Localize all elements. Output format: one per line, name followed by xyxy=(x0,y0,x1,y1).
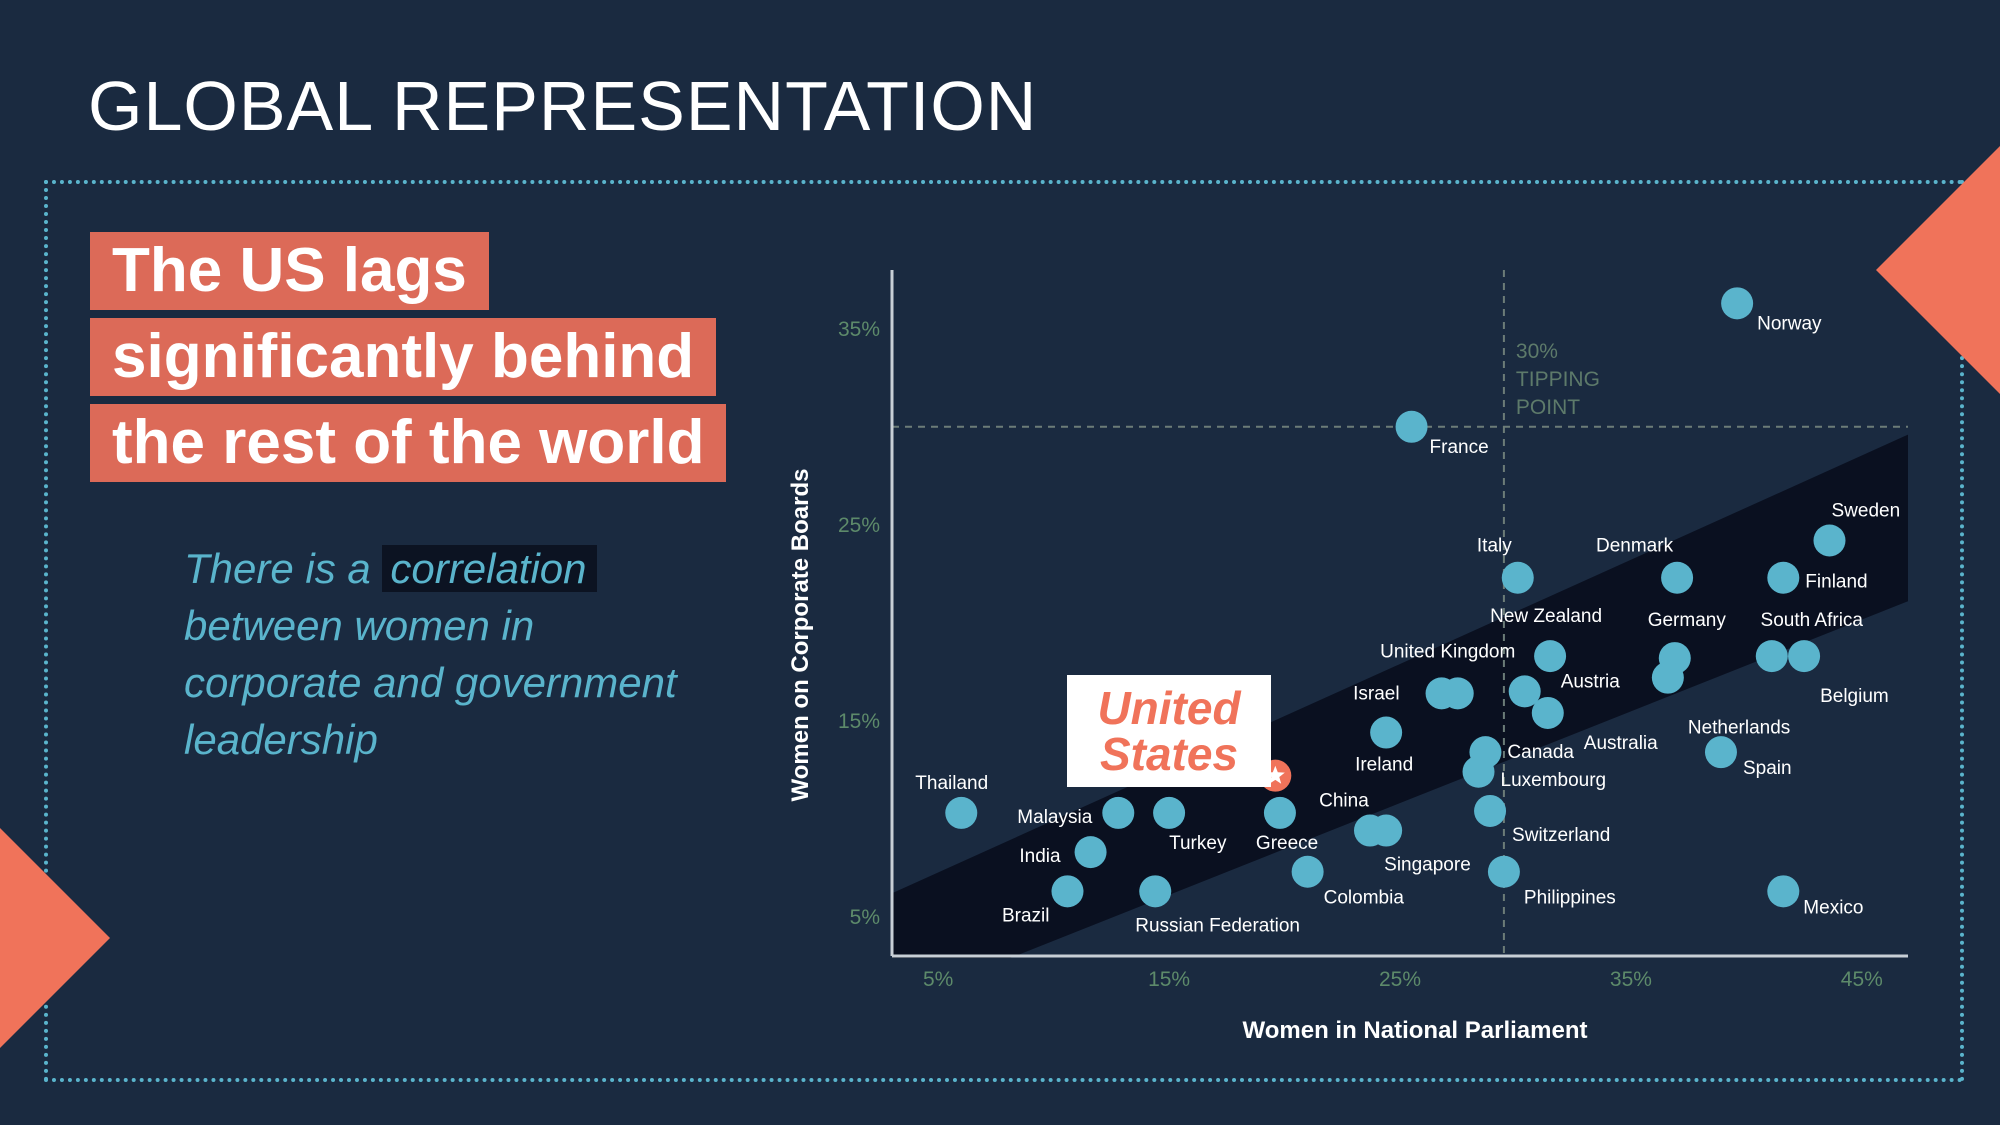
data-point xyxy=(1721,287,1754,320)
data-point-label: Sweden xyxy=(1831,500,1900,521)
decorative-triangle-right xyxy=(1876,146,2000,394)
data-point-label: Greece xyxy=(1256,833,1318,854)
data-point xyxy=(1291,855,1324,888)
data-point xyxy=(1425,677,1458,710)
dotted-frame xyxy=(44,180,1964,1082)
data-point xyxy=(1767,561,1800,594)
data-point-label: Italy xyxy=(1477,536,1512,557)
data-point-label: Canada xyxy=(1507,742,1574,763)
data-point-label: Finland xyxy=(1805,572,1867,593)
data-point-label: South Africa xyxy=(1761,610,1864,631)
data-point xyxy=(1474,794,1507,827)
x-axis-title: Women in National Parliament xyxy=(1243,1017,1588,1044)
headline-line-2: significantly behind xyxy=(90,318,717,396)
data-point xyxy=(1704,736,1737,769)
subtext-before: There is a xyxy=(184,545,383,592)
subtext-highlight: correlation xyxy=(382,545,597,592)
data-point xyxy=(1755,640,1788,673)
y-axis-title: Women on Corporate Boards xyxy=(787,469,814,802)
data-point-label: India xyxy=(1019,846,1061,867)
data-point xyxy=(945,796,978,829)
x-tick-label: 25% xyxy=(1379,968,1421,991)
data-point-label: France xyxy=(1430,437,1489,458)
data-point-label: Denmark xyxy=(1596,536,1674,557)
headline-line-3: the rest of the world xyxy=(90,404,727,482)
tipping-point-label: POINT xyxy=(1516,396,1580,419)
data-point-label: Mexico xyxy=(1803,897,1863,918)
data-point-label: Netherlands xyxy=(1688,718,1790,739)
data-point-label: New Zealand xyxy=(1490,606,1602,627)
data-point xyxy=(1501,561,1534,594)
data-point xyxy=(1462,755,1495,788)
tipping-point-label: TIPPING xyxy=(1516,368,1600,391)
data-point-label: Israel xyxy=(1353,683,1399,704)
data-point-label: Austria xyxy=(1561,671,1621,692)
data-point-label: Luxembourg xyxy=(1501,770,1607,791)
data-point-label: Australia xyxy=(1584,733,1658,754)
data-point-label: Ireland xyxy=(1355,755,1413,776)
data-point-label: Malaysia xyxy=(1017,807,1092,828)
headline-line-1: The US lags xyxy=(90,232,489,310)
us-callout: United States xyxy=(1067,675,1271,787)
tipping-point-label: 30% xyxy=(1516,340,1558,363)
data-point-label: Turkey xyxy=(1169,833,1227,854)
data-point-label: Belgium xyxy=(1820,686,1889,707)
data-point-label: Colombia xyxy=(1324,888,1405,909)
data-point-label: Spain xyxy=(1743,758,1792,779)
data-point xyxy=(1263,796,1296,829)
subtext-after: between women in corporate and governmen… xyxy=(184,602,677,763)
trend-band xyxy=(892,434,1908,1005)
y-tick-label: 25% xyxy=(838,514,880,537)
data-point-label: Singapore xyxy=(1384,855,1471,876)
data-point xyxy=(1370,814,1403,847)
data-point xyxy=(1139,875,1172,908)
data-point-label: Philippines xyxy=(1524,888,1616,909)
data-point-label: Thailand xyxy=(915,773,988,794)
y-tick-label: 15% xyxy=(838,710,880,733)
data-point xyxy=(1074,836,1107,869)
data-point xyxy=(1153,796,1186,829)
data-point-label: United Kingdom xyxy=(1380,641,1515,662)
data-point xyxy=(1661,561,1694,594)
x-tick-label: 35% xyxy=(1610,968,1652,991)
us-callout-line-1: United xyxy=(1097,682,1241,734)
data-point-label: Germany xyxy=(1648,610,1727,631)
slide-title: GLOBAL REPRESENTATION xyxy=(88,67,1038,145)
x-tick-label: 5% xyxy=(923,968,953,991)
data-point xyxy=(1534,640,1567,673)
band-mask xyxy=(882,958,1938,1018)
data-point xyxy=(1788,640,1821,673)
data-point xyxy=(1508,675,1541,708)
decorative-triangle-left xyxy=(0,828,110,1048)
us-callout-text: United States xyxy=(1067,685,1271,777)
y-tick-label: 5% xyxy=(850,906,880,929)
data-point xyxy=(1051,875,1084,908)
headline: The US lags significantly behind the res… xyxy=(90,232,727,490)
data-point xyxy=(1813,524,1846,557)
data-point-label: Russian Federation xyxy=(1135,915,1300,936)
data-point xyxy=(1102,796,1135,829)
data-point xyxy=(1370,716,1403,749)
data-point-label: Norway xyxy=(1757,313,1822,334)
data-point xyxy=(1487,855,1520,888)
us-callout-line-2: States xyxy=(1099,728,1239,780)
data-point-label: Brazil xyxy=(1002,905,1050,926)
data-point-label: Switzerland xyxy=(1512,825,1610,846)
subtext: There is a correlation between women in … xyxy=(184,540,704,768)
data-point xyxy=(1651,661,1684,694)
star-icon xyxy=(1265,765,1285,784)
data-point xyxy=(1767,875,1800,908)
x-tick-label: 45% xyxy=(1841,968,1883,991)
x-tick-label: 15% xyxy=(1148,968,1190,991)
data-point xyxy=(1531,696,1564,729)
data-point-label: China xyxy=(1319,791,1369,812)
y-tick-label: 35% xyxy=(838,318,880,341)
data-point xyxy=(1395,410,1428,443)
